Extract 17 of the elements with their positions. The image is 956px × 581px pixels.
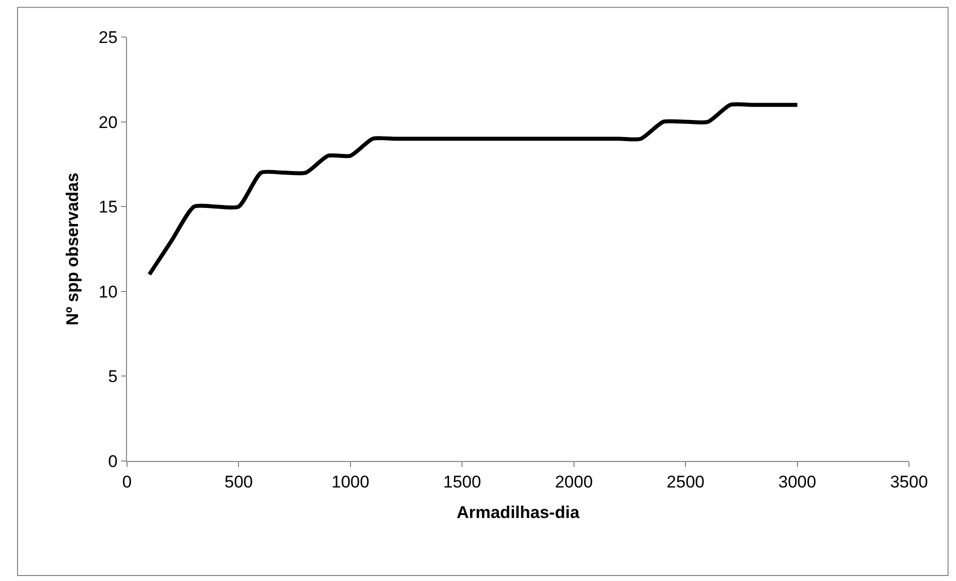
x-tick-label: 500 (224, 472, 253, 492)
y-tick-label: 15 (98, 198, 118, 217)
y-tick-label: 0 (108, 452, 118, 471)
y-tick-label: 20 (98, 112, 118, 132)
x-tick-label: 0 (122, 472, 132, 492)
x-tick-label: 3000 (778, 472, 816, 492)
y-axis-title: Nº spp observadas (63, 172, 82, 326)
x-tick-label: 2500 (666, 472, 704, 492)
x-axis-title: Armadilhas-dia (456, 502, 580, 522)
x-tick-label: 1000 (332, 472, 370, 492)
y-tick-label: 5 (108, 367, 118, 386)
y-tick-label: 25 (98, 28, 118, 47)
y-tick-label: 10 (98, 282, 118, 302)
line-series (147, 102, 800, 276)
x-tick-label: 3500 (890, 472, 928, 492)
x-tick-label: 1500 (443, 472, 482, 492)
x-tick-label: 2000 (554, 472, 593, 492)
